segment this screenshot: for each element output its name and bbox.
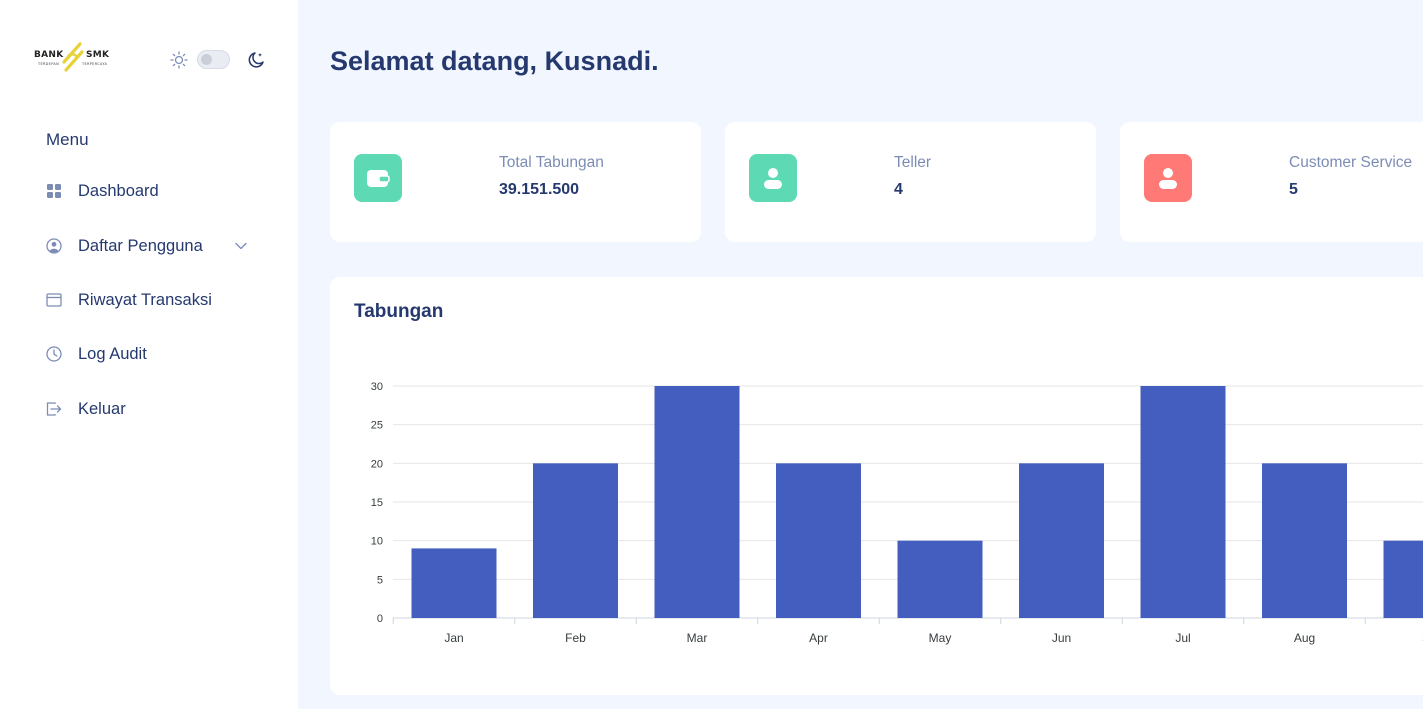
user-icon [1159,168,1177,189]
sidebar-item-label: Daftar Pengguna [78,236,203,255]
stat-value: 5 [1289,181,1298,198]
x-tick-label: Jan [444,631,463,645]
logo-sub-left: TERDEPAN [38,62,59,66]
theme-switcher [170,49,266,71]
window-icon [46,293,62,307]
stat-badge [1144,154,1192,202]
user-circle-icon [46,238,62,254]
bank-smk-logo[interactable]: BANK SMK TERDEPAN TERPERCAYA [32,40,118,76]
logo-sub-right: TERPERCAYA [82,62,108,66]
bar-mar[interactable] [654,386,740,618]
sidebar-item-riwayat-transaksi[interactable]: Riwayat Transaksi [46,288,256,312]
bar-feb[interactable] [533,463,618,618]
y-tick-label: 15 [371,497,383,509]
sidebar-item-label: Riwayat Transaksi [78,290,212,309]
clock-icon [46,346,62,362]
stat-value: 39.151.500 [499,181,580,198]
page-title: Selamat datang, Kusnadi. [330,46,659,76]
logo-word-left: BANK [34,50,64,60]
sun-icon [170,51,188,69]
y-tick-label: 10 [371,536,383,548]
stat-badge [749,154,797,202]
y-tick-label: 30 [371,381,383,393]
toggle-knob [201,54,212,65]
stat-card-teller: Teller 4 [725,122,1096,242]
sidebar-item-dashboard[interactable]: Dashboard [46,179,256,203]
sidebar-item-label: Log Audit [78,344,147,363]
stat-value: 4 [894,181,903,198]
theme-toggle[interactable] [197,50,230,69]
stat-label: Teller [894,154,932,171]
sidebar-item-label: Keluar [78,399,126,418]
x-tick-label: Mar [687,631,708,645]
y-tick-label: 20 [371,458,383,470]
grid-icon [47,184,61,198]
bar-s[interactable] [1383,540,1423,618]
sidebar-item-keluar[interactable]: Keluar [46,397,256,421]
stat-card-customer-service: Customer Service 5 [1120,122,1423,242]
y-tick-label: 0 [377,613,383,625]
stat-label: Customer Service [1289,154,1413,171]
bar-jul[interactable] [1140,386,1226,618]
moon-icon [248,52,264,68]
chart-title: Tabungan [354,301,444,322]
x-tick-label: Feb [565,631,586,645]
logout-icon [46,402,62,416]
x-tick-label: Jun [1052,631,1071,645]
wallet-icon [367,170,390,187]
y-tick-label: 5 [377,574,383,586]
bar-may[interactable] [897,540,983,618]
x-tick-label: Jul [1175,631,1190,645]
x-tick-label: Apr [809,631,828,645]
sidebar-item-log-audit[interactable]: Log Audit [46,342,256,366]
sidebar: BANK SMK TERDEPAN TERPERCAYA Menu [0,0,298,709]
logo-mark-icon [62,42,84,72]
y-tick-label: 25 [371,420,383,432]
stat-badge [354,154,402,202]
stat-card-total-tabungan: Total Tabungan 39.151.500 [330,122,701,242]
user-icon [764,168,782,189]
stat-label: Total Tabungan [499,154,604,171]
bar-jan[interactable] [411,548,497,618]
bar-apr[interactable] [776,463,861,618]
x-tick-label: S [1422,631,1423,645]
x-tick-label: May [929,631,952,645]
sidebar-item-daftar-pengguna[interactable]: Daftar Pengguna [46,234,256,258]
x-tick-label: Aug [1294,631,1315,645]
chevron-down-icon[interactable] [234,239,248,253]
logo-word-right: SMK [86,50,110,60]
tabungan-chart-card: Tabungan 0 5 10 15 20 25 30 Jan Feb Mar Apr May Jun J… [330,277,1423,695]
bar-aug[interactable] [1262,463,1347,618]
sidebar-item-label: Dashboard [78,181,159,200]
bar-jun[interactable] [1019,463,1104,618]
menu-heading: Menu [46,130,89,149]
tabungan-bar-chart: 0 5 10 15 20 25 30 Jan Feb Mar Apr May Jun Jul Aug S [371,381,1423,645]
